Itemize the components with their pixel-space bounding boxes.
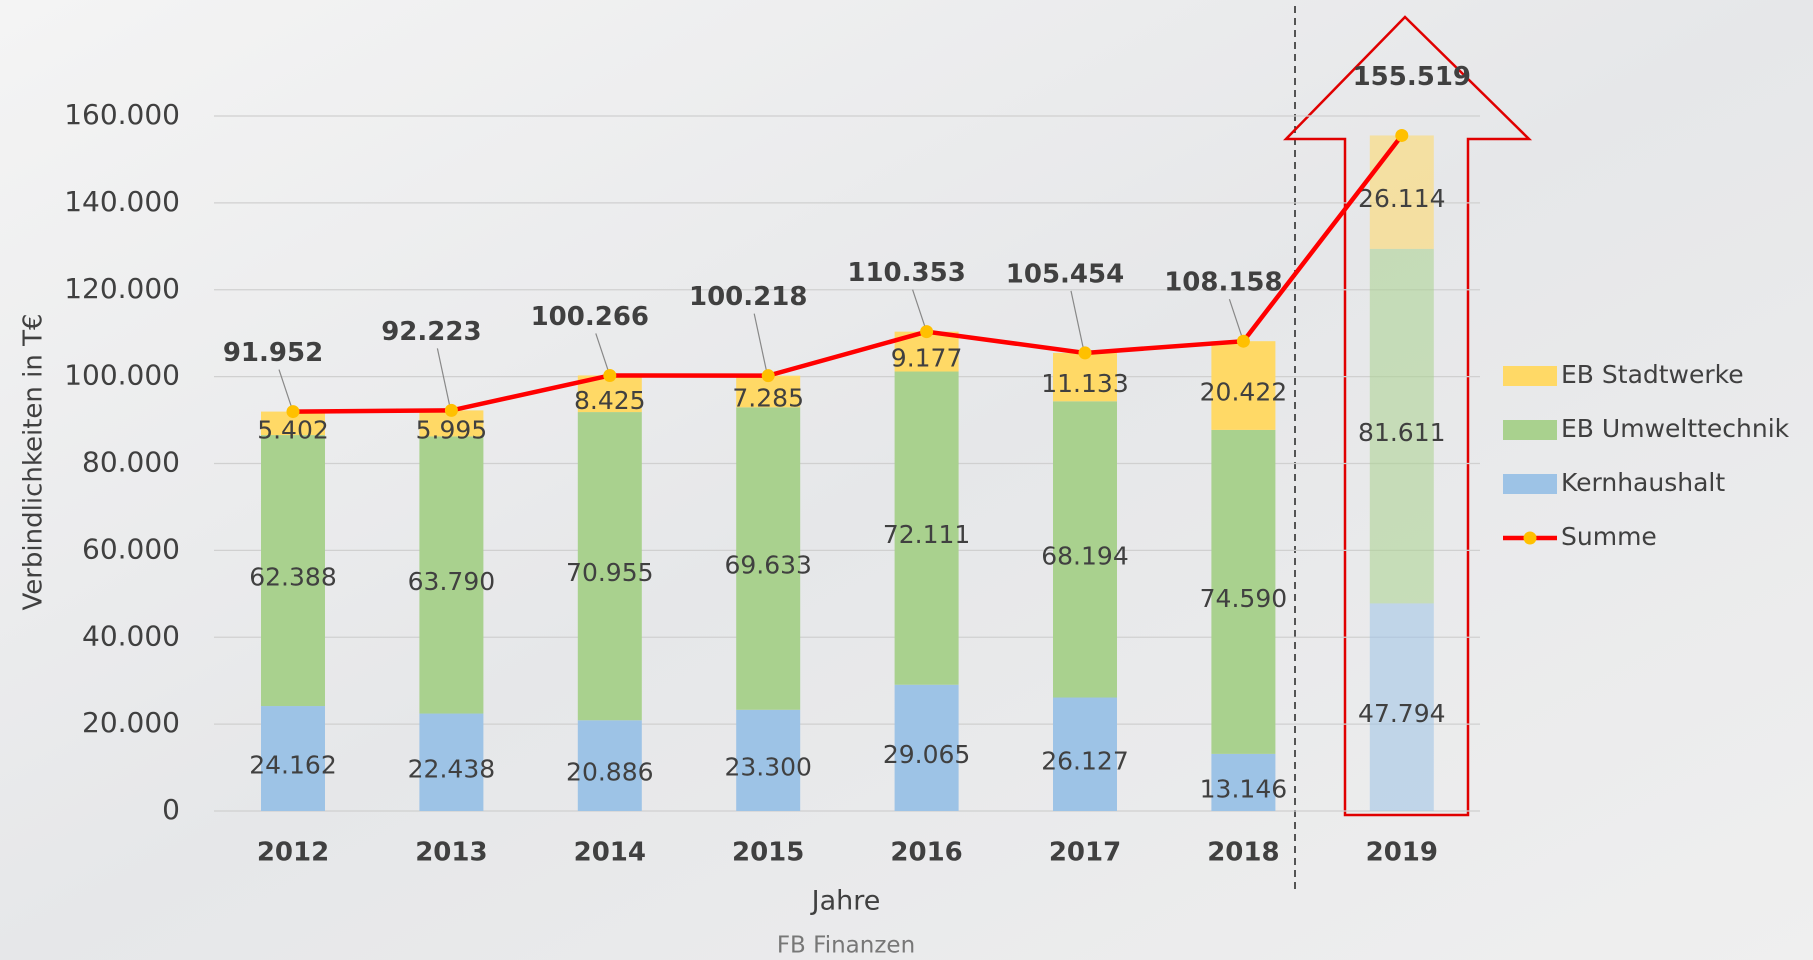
y-tick-label: 140.000 (64, 185, 180, 218)
bar-value-label: 74.590 (1200, 584, 1287, 613)
x-tick-label: 2018 (1207, 838, 1279, 868)
x-tick-label: 2017 (1049, 838, 1121, 868)
y-tick-label: 40.000 (82, 619, 180, 652)
y-tick-label: 160.000 (64, 98, 180, 131)
legend-label: EB Stadtwerke (1561, 360, 1744, 389)
bar-value-label: 11.133 (1041, 369, 1128, 398)
x-axis-label: Jahre (810, 886, 881, 917)
source: FB Finanzen (777, 933, 915, 959)
sum-value-label: 105.454 (1006, 259, 1124, 289)
sum-value-label: 92.223 (381, 317, 481, 347)
bar-value-label: 68.194 (1041, 541, 1128, 570)
sum-value-label: 100.218 (689, 282, 807, 312)
x-tick-label: 2016 (890, 838, 962, 868)
sum-value-label: 155.519 (1353, 62, 1471, 92)
x-tick-label: 2015 (732, 838, 804, 868)
bar-value-label: 20.886 (566, 758, 653, 787)
bar-value-label: 9.177 (891, 344, 963, 373)
bar-value-label: 81.611 (1358, 418, 1445, 447)
sum-marker (1079, 346, 1092, 359)
bar-value-label: 7.285 (732, 384, 804, 413)
bar-value-label: 29.065 (883, 740, 970, 769)
sum-marker (287, 405, 300, 418)
legend-swatch (1503, 474, 1557, 494)
bar-value-label: 26.114 (1358, 184, 1445, 213)
bar-value-label: 72.111 (883, 520, 970, 549)
bar-value-label: 20.422 (1200, 378, 1287, 407)
x-tick-label: 2019 (1366, 838, 1438, 868)
x-tick-label: 2012 (257, 838, 329, 868)
y-tick-label: 100.000 (64, 359, 180, 392)
y-tick-label: 20.000 (82, 706, 180, 739)
sum-value-label: 108.158 (1164, 268, 1282, 298)
legend-label: Kernhaushalt (1561, 468, 1725, 497)
sum-value-label: 110.353 (847, 258, 965, 288)
bar-value-label: 69.633 (724, 551, 811, 580)
chart: Verbindlichkeiten in T€ Jahre FB Finanze… (0, 0, 1813, 960)
legend-swatch (1503, 420, 1557, 440)
sum-marker (1237, 335, 1250, 348)
y-tick-label: 0 (162, 793, 180, 826)
legend-marker (1524, 532, 1537, 545)
bar-value-label: 47.794 (1358, 699, 1445, 728)
legend-swatch (1503, 366, 1557, 386)
sum-value-label: 91.952 (223, 338, 323, 368)
bar-value-label: 26.127 (1041, 746, 1128, 775)
sum-value-label: 100.266 (531, 302, 649, 332)
y-tick-label: 120.000 (64, 272, 180, 305)
bar-value-label: 23.300 (724, 752, 811, 781)
bar-value-label: 24.162 (249, 751, 336, 780)
y-tick-label: 80.000 (82, 446, 180, 479)
y-tick-label: 60.000 (82, 532, 180, 565)
bar-value-label: 5.402 (257, 415, 329, 444)
bar-value-label: 63.790 (408, 567, 495, 596)
sum-marker (603, 369, 616, 382)
sum-marker (762, 369, 775, 382)
bar-value-label: 62.388 (249, 563, 336, 592)
legend-label: Summe (1561, 522, 1657, 551)
bar-value-label: 8.425 (574, 386, 646, 415)
sum-marker (920, 325, 933, 338)
sum-marker (445, 404, 458, 417)
bar-value-label: 22.438 (408, 754, 495, 783)
x-tick-label: 2013 (415, 838, 487, 868)
bar-value-label: 5.995 (416, 415, 488, 444)
sum-marker (1395, 129, 1408, 142)
bar-value-label: 70.955 (566, 558, 653, 587)
bar-value-label: 13.146 (1200, 774, 1287, 803)
x-tick-label: 2014 (574, 838, 646, 868)
legend-label: EB Umwelttechnik (1561, 414, 1790, 443)
y-axis-label: Verbindlichkeiten in T€ (19, 313, 49, 610)
